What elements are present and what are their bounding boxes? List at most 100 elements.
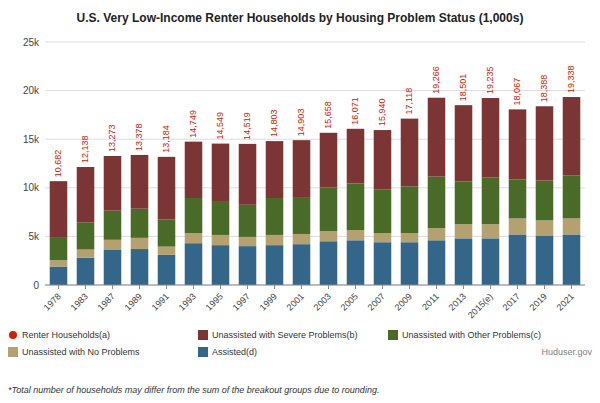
bar-segment xyxy=(536,235,554,285)
x-tick-label: 1997 xyxy=(231,291,252,312)
x-tick-label: 1987 xyxy=(96,291,117,312)
bar-segment xyxy=(428,240,446,285)
x-tick-label: 1991 xyxy=(150,291,171,312)
x-tick-label: 2015(e) xyxy=(466,291,495,320)
bar-segment xyxy=(293,244,311,285)
legend-marker xyxy=(9,331,17,339)
total-label: 13,378 xyxy=(135,123,145,151)
bar-segment xyxy=(482,238,500,285)
bar-segment xyxy=(266,245,284,285)
bar-segment xyxy=(239,144,257,205)
bar-segment xyxy=(77,222,95,249)
x-tick-label: 1983 xyxy=(69,291,90,312)
grid-line xyxy=(45,139,585,140)
bar-segment xyxy=(509,234,527,285)
bar-segment xyxy=(266,235,284,245)
legend-swatch xyxy=(198,347,208,357)
title: U.S. Very Low-Income Renter Households b… xyxy=(77,11,524,25)
total-label: 13,184 xyxy=(162,125,172,153)
bar-segment xyxy=(347,230,365,240)
bar-segment xyxy=(509,180,527,219)
legend-swatch xyxy=(198,330,208,340)
x-tick-label: 1999 xyxy=(258,291,279,312)
x-tick xyxy=(112,285,113,289)
bar-segment xyxy=(50,181,68,238)
bar-segment xyxy=(50,238,68,260)
y-tick-label: 20k xyxy=(23,85,40,96)
bar-segment xyxy=(185,142,203,198)
total-label: 19,266 xyxy=(432,66,442,94)
bar-segment xyxy=(131,249,149,285)
legend-label: Renter Households(a) xyxy=(22,330,110,340)
bar-segment xyxy=(401,186,419,233)
x-tick-label: 1993 xyxy=(177,291,198,312)
bar-segment xyxy=(131,155,149,209)
x-tick xyxy=(544,285,545,289)
source: Huduser.gov xyxy=(541,347,592,357)
x-tick xyxy=(436,285,437,289)
bar-segment xyxy=(455,181,473,224)
total-label: 14,549 xyxy=(216,112,226,140)
x-tick xyxy=(193,285,194,289)
x-tick-label: 1995 xyxy=(204,291,225,312)
bar-segment xyxy=(239,237,257,246)
total-label: 16,071 xyxy=(351,97,361,125)
y-tick-label: 15k xyxy=(23,134,40,145)
bar-segment xyxy=(158,157,176,220)
total-label: 10,682 xyxy=(54,150,64,178)
grid-line xyxy=(45,285,585,286)
y-tick-label: 0 xyxy=(33,280,39,291)
x-tick xyxy=(166,285,167,289)
bar-segment xyxy=(104,156,122,211)
x-tick xyxy=(382,285,383,289)
x-tick xyxy=(139,285,140,289)
bar-segment xyxy=(239,246,257,285)
x-tick-label: 2021 xyxy=(555,291,576,312)
bars xyxy=(50,97,581,285)
bar-segment xyxy=(320,133,338,188)
bar-segment xyxy=(77,250,95,258)
x-tick xyxy=(328,285,329,289)
bar-segment xyxy=(212,235,230,245)
bar-segment xyxy=(509,218,527,234)
bar-segment xyxy=(77,258,95,285)
bar-segment xyxy=(131,209,149,238)
y-tick-label: 25k xyxy=(23,37,40,48)
x-axis xyxy=(45,285,585,286)
bar-segment xyxy=(455,224,473,238)
total-label: 15,940 xyxy=(378,99,388,127)
total-label: 15,658 xyxy=(324,101,334,129)
x-tick-label: 1978 xyxy=(42,291,63,312)
bar-segment xyxy=(158,255,176,285)
x-tick xyxy=(58,285,59,289)
bar-segment xyxy=(293,234,311,244)
legend-label: Unassisted with Severe Problems(b) xyxy=(212,330,358,340)
total-label: 14,519 xyxy=(243,112,253,140)
x-tick-label: 2003 xyxy=(312,291,333,312)
bar-segment xyxy=(320,187,338,231)
x-tick-label: 2019 xyxy=(528,291,549,312)
bar-segment xyxy=(374,242,392,285)
y-tick-label: 5k xyxy=(28,231,40,242)
grid-line xyxy=(45,236,585,237)
grid xyxy=(45,42,585,285)
bar-segment xyxy=(158,247,176,255)
bar-segment xyxy=(401,233,419,242)
bar-segment xyxy=(563,97,581,176)
bar-segment xyxy=(266,198,284,235)
bar-segment xyxy=(50,260,68,266)
x-tick xyxy=(220,285,221,289)
bar-segment xyxy=(536,181,554,221)
bar-segment xyxy=(131,238,149,249)
x-tick xyxy=(274,285,275,289)
bar-segment xyxy=(536,106,554,180)
footnote: *Total number of households may differ f… xyxy=(8,385,379,395)
total-label: 14,803 xyxy=(270,110,280,138)
bar-segment xyxy=(374,130,392,189)
bar-segment xyxy=(212,202,230,235)
x-tick-label: 2013 xyxy=(447,291,468,312)
total-label: 14,903 xyxy=(297,109,307,137)
grid-line xyxy=(45,90,585,91)
bar-segment xyxy=(563,176,581,219)
bar-segment xyxy=(401,242,419,285)
